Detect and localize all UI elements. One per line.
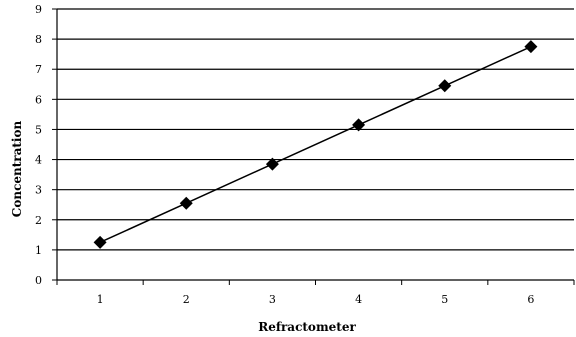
- y-tick-label: 6: [35, 93, 42, 106]
- axes: [52, 8, 575, 285]
- series-line: [99, 45, 532, 244]
- x-tick-label: 1: [97, 293, 104, 306]
- gridlines: [57, 8, 574, 251]
- y-tick-label: 0: [35, 274, 42, 287]
- x-tick-label: 2: [183, 293, 190, 306]
- y-tick-label: 1: [35, 244, 42, 257]
- data-point-marker: [524, 40, 538, 54]
- x-tick-label: 5: [441, 293, 448, 306]
- x-tick-label: 4: [355, 293, 362, 306]
- y-tick-label: 4: [35, 154, 42, 167]
- data-point-marker: [265, 157, 279, 171]
- x-tick-label: 6: [527, 293, 534, 306]
- y-tick-label: 7: [35, 63, 42, 76]
- y-tick-label: 5: [35, 123, 42, 136]
- y-tick-labels: 0 1 2 3 4 5 6 7 8 9: [35, 3, 42, 287]
- y-tick-label: 8: [35, 33, 42, 46]
- data-point-marker: [352, 118, 366, 132]
- y-axis-title: Concentration: [10, 121, 24, 218]
- x-tick-label: 3: [269, 293, 276, 306]
- y-tick-label: 9: [35, 3, 42, 16]
- x-axis-title: Refractometer: [258, 320, 356, 334]
- series-markers: [93, 40, 538, 249]
- data-point-marker: [93, 235, 107, 249]
- series-line: [99, 45, 532, 244]
- y-tick-label: 2: [35, 214, 42, 227]
- data-point-marker: [179, 196, 193, 210]
- x-tick-labels: 1 2 3 4 5 6: [97, 293, 535, 306]
- y-tick-label: 3: [35, 184, 42, 197]
- data-point-marker: [438, 79, 452, 93]
